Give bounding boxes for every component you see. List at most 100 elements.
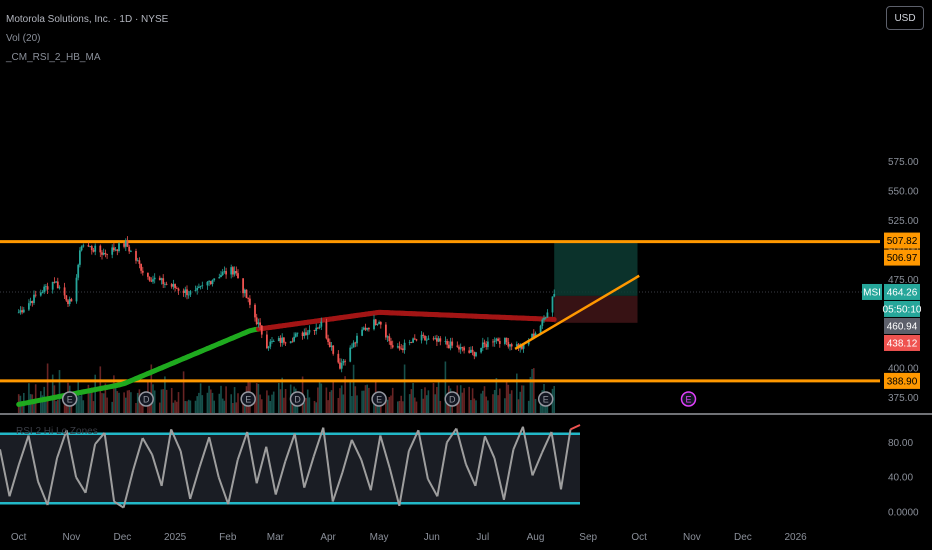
price-tag [884, 232, 920, 249]
candle-body [451, 341, 454, 346]
candle-body [136, 260, 139, 262]
candle-body [272, 341, 275, 342]
candle-body [509, 344, 511, 347]
candle-body [340, 363, 343, 369]
candle-body [111, 247, 114, 255]
candle-body [305, 332, 307, 336]
rsi-line-segment [46, 457, 59, 506]
trendline[interactable] [514, 274, 640, 350]
rsi-line-segment [160, 429, 173, 487]
candle-body [461, 347, 464, 348]
candle-body [325, 321, 328, 339]
event-marker [240, 391, 256, 407]
volume-bar [356, 395, 358, 413]
volume-bar [303, 402, 306, 413]
candle-body [351, 347, 353, 349]
candle-body [196, 287, 199, 291]
volume-bar [471, 388, 474, 413]
volume-bar [366, 384, 368, 413]
volume-bar [101, 393, 103, 413]
candle-body [328, 341, 331, 348]
symbol-title[interactable]: Motorola Solutions, Inc. · 1D · NYSE [6, 14, 169, 25]
rsi-line-segment [255, 446, 268, 484]
candle-body [539, 325, 542, 334]
volume-bar [388, 396, 391, 413]
candle-body [245, 289, 248, 299]
candle-body [534, 333, 537, 337]
rsi-line-segment [179, 450, 192, 500]
volume-bar [427, 390, 430, 413]
rsi-line-segment [531, 452, 543, 476]
volume-bar [104, 383, 107, 413]
volume-bar [235, 402, 238, 413]
candle-body [199, 285, 202, 287]
volume-bar [271, 394, 273, 413]
candle-body [68, 299, 71, 305]
time-axis[interactable]: Oct Nov Dec 2025 Feb Mar Apr May Jun Jul Aug Sep Oct… [11, 532, 807, 543]
rsi-line-segment [265, 446, 277, 495]
candle-body [281, 337, 284, 343]
volume-bar [259, 394, 261, 413]
candle-body [94, 245, 97, 252]
volume-bar [164, 376, 166, 413]
volume-bar [213, 400, 215, 413]
time-tick-label: Jul [476, 532, 489, 543]
price-tick-label: 475.00 [888, 275, 919, 286]
event-marker-label: E [67, 395, 73, 405]
price-tick-label: 550.00 [888, 186, 919, 197]
candle-body [315, 327, 318, 331]
volume-bar [332, 381, 334, 413]
candle-body [249, 298, 251, 305]
candle-body [113, 247, 115, 251]
candle-body [128, 246, 131, 252]
volume-bar [196, 396, 198, 413]
candle-body [186, 289, 188, 296]
rsi-line-segment [151, 454, 163, 487]
candle-body [313, 329, 316, 331]
candle-body [342, 360, 345, 364]
time-tick-label: Feb [219, 532, 237, 543]
candle-body [408, 342, 411, 343]
candle-body [449, 341, 452, 349]
candle-body [150, 280, 153, 282]
candle-body [77, 264, 80, 278]
candle-body [330, 345, 333, 348]
volume-bar [254, 396, 256, 413]
rsi-line-segment [502, 449, 515, 501]
price-tag [884, 372, 920, 389]
volume-bar [267, 395, 270, 413]
volume-bar [230, 394, 232, 413]
candle-body [232, 267, 234, 275]
volume-bar [313, 400, 316, 413]
trendline-segment [514, 274, 640, 350]
volume-bar [342, 394, 345, 413]
candle-body [254, 304, 256, 318]
volume-bar [351, 396, 353, 413]
candle-body [544, 317, 547, 319]
volume-bar [206, 392, 209, 413]
event-marker-label: D [143, 395, 150, 405]
candle-body [152, 279, 154, 282]
volume-bar [130, 392, 132, 413]
volume-bar [114, 385, 117, 413]
horizontal-levels[interactable] [0, 240, 880, 383]
candle-body [475, 352, 477, 357]
candle-body [352, 342, 355, 348]
rsi-line-segment [559, 429, 572, 490]
candle-body [291, 341, 294, 343]
rsi-line-segment [94, 432, 106, 445]
volume-bar [517, 399, 520, 413]
currency-button[interactable]: USD [886, 6, 924, 30]
price-tag-label: 388.90 [887, 376, 918, 387]
price-tag-label: 506.97 [887, 253, 918, 264]
price-tick-label: 375.00 [888, 393, 919, 404]
volume-bar [269, 400, 272, 413]
price-tag-label: 464.26 [887, 287, 918, 298]
candle-body [551, 296, 554, 313]
candle-body [153, 277, 156, 280]
volume-legend[interactable]: Vol (20) [6, 33, 41, 44]
indicator-legend[interactable]: _CM_RSI_2_HB_MA [6, 52, 101, 63]
candle-body [237, 273, 239, 279]
